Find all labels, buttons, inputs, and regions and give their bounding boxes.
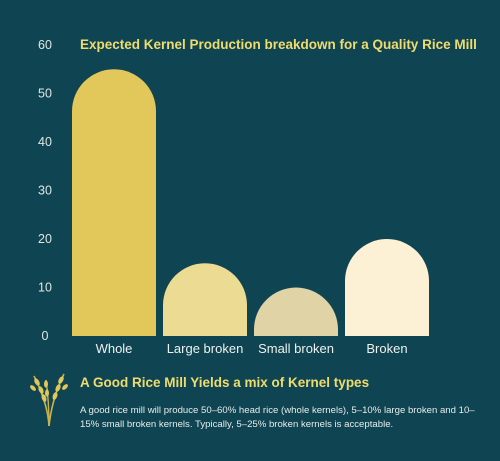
bars — [72, 69, 429, 337]
bar-small-broken — [254, 287, 338, 336]
y-tick-label: 20 — [38, 232, 52, 246]
y-tick-label: 30 — [38, 184, 52, 198]
footer-body-text: A good rice mill will produce 50–60% hea… — [80, 405, 475, 430]
footer-section: A Good Rice Mill Yields a mix of Kernel … — [0, 362, 500, 461]
bar-whole — [72, 69, 156, 337]
kernel-bar-chart: Expected Kernel Production breakdown for… — [38, 37, 477, 356]
footer-heading: A Good Rice Mill Yields a mix of Kernel … — [80, 375, 370, 390]
y-tick-label: 40 — [38, 135, 52, 149]
x-axis: Whole Large broken Small broken Broken — [96, 341, 408, 356]
x-tick-label: Large broken — [167, 341, 244, 356]
bar-large-broken — [163, 263, 247, 336]
x-tick-label: Whole — [96, 341, 133, 356]
x-tick-label: Broken — [366, 341, 407, 356]
x-tick-label: Small broken — [258, 341, 334, 356]
rice-stalk-icon — [30, 373, 68, 426]
y-axis: 0 10 20 30 40 50 60 — [38, 38, 52, 343]
y-tick-label: 10 — [38, 281, 52, 295]
y-tick-label: 0 — [42, 329, 49, 343]
y-tick-label: 50 — [38, 87, 52, 101]
chart-title: Expected Kernel Production breakdown for… — [80, 37, 477, 52]
bar-broken — [345, 239, 429, 336]
y-tick-label: 60 — [38, 38, 52, 52]
